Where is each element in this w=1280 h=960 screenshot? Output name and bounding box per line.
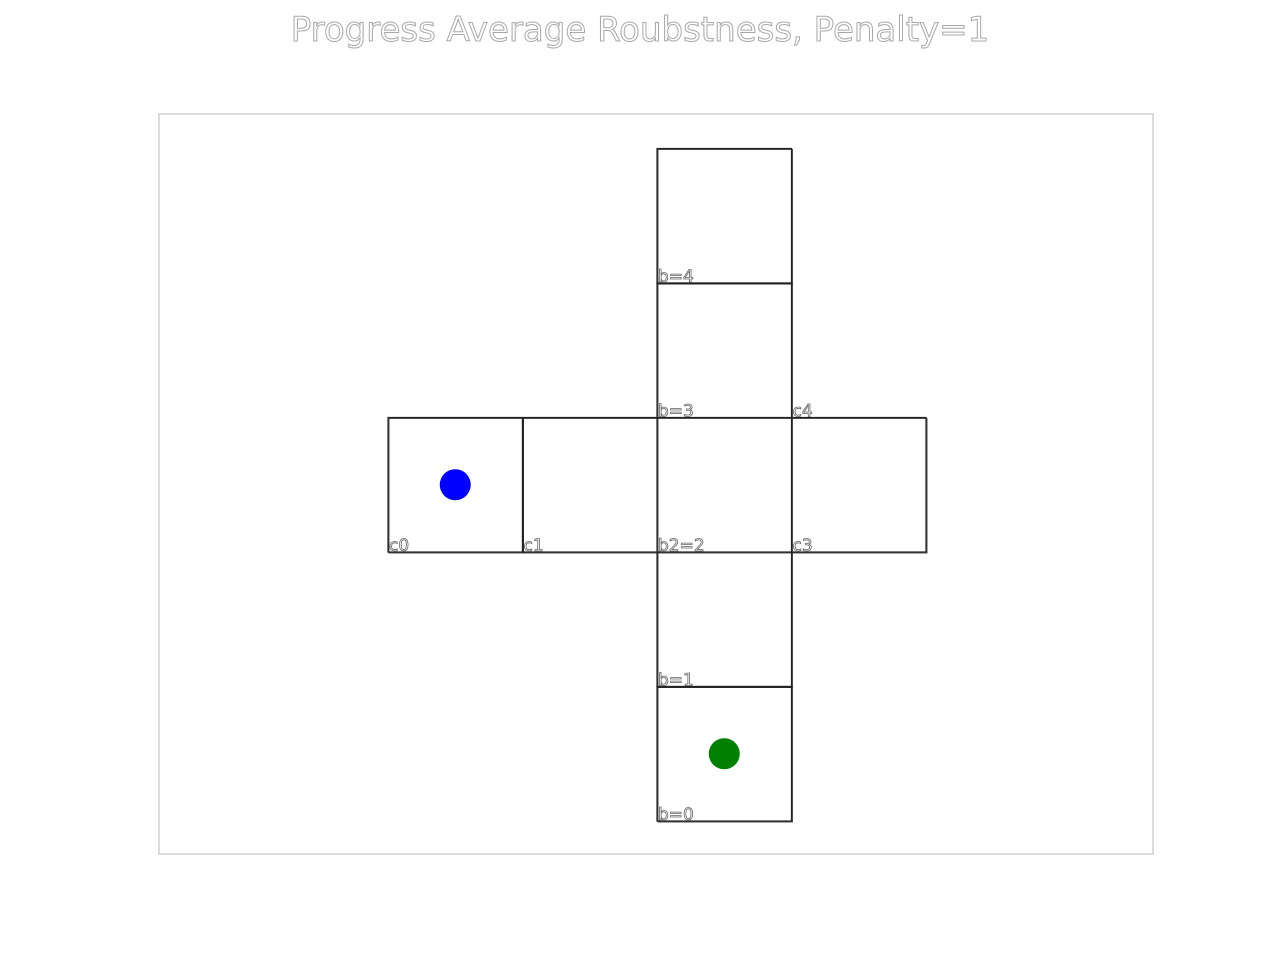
- box-b0: [657, 687, 793, 823]
- box-b0: [656, 685, 793, 822]
- box-vertical-arm: [657, 283, 793, 688]
- cell-label-b0: b=0: [658, 805, 694, 825]
- box-b4: [656, 147, 793, 284]
- cell-label-b1: b=1: [658, 671, 694, 691]
- cell-label-b4: b=4: [658, 267, 694, 287]
- cell-labels: b=0 b=1 b2=2 b=3 b=4 c0 c1 c3 c4: [389, 267, 813, 826]
- box-horizontal-arm: [521, 416, 927, 553]
- cell-label-c3: c3: [793, 536, 813, 556]
- cell-label-c4: c4: [793, 402, 813, 422]
- cell-boxes: [387, 147, 928, 823]
- start-marker: [439, 469, 471, 501]
- box-vertical-arm: [656, 282, 793, 688]
- cell-label-b2: b2=2: [658, 536, 705, 556]
- box-b4: [657, 149, 793, 285]
- figure-title: Progress Average Roubstness, Penalty=1: [290, 10, 990, 51]
- cell-label-c1: c1: [524, 536, 544, 556]
- box-horizontal-arm: [523, 418, 928, 554]
- goal-marker: [708, 738, 740, 770]
- cell-label-b3: b=3: [658, 402, 694, 422]
- position-markers: [439, 469, 740, 770]
- cell-label-c0: c0: [389, 536, 409, 556]
- plot-frame: [158, 113, 1154, 855]
